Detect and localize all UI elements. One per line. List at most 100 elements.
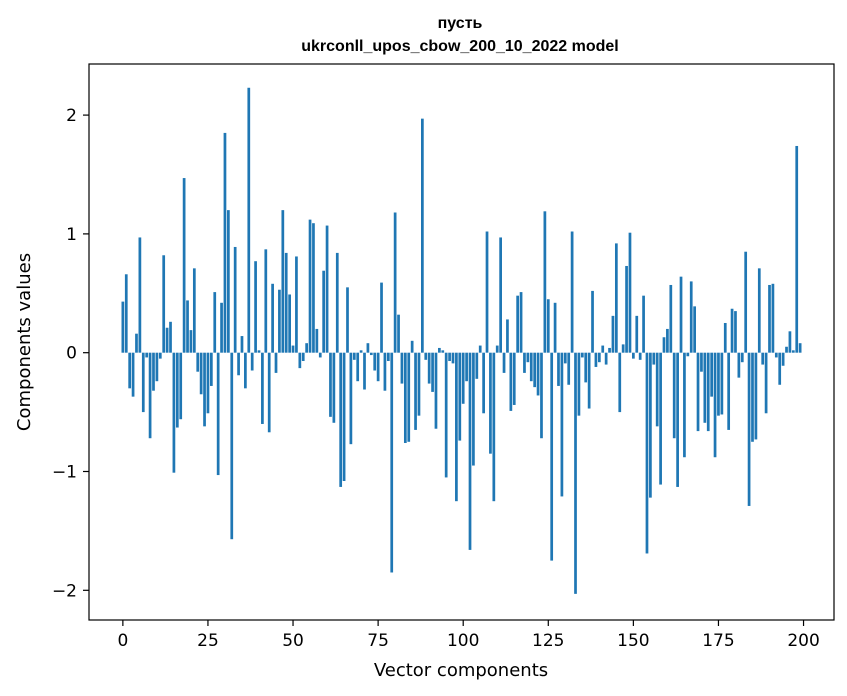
bar-87 — [417, 352, 421, 416]
bar-56 — [312, 223, 315, 353]
bar-16 — [175, 352, 179, 428]
bar-125 — [546, 299, 550, 353]
bar-80 — [393, 212, 397, 353]
y-tick-label-3: 1 — [66, 225, 77, 245]
bar-28 — [216, 352, 220, 476]
bar-181 — [737, 352, 741, 378]
bar-6 — [141, 352, 145, 413]
bar-102 — [468, 352, 472, 550]
bar-1 — [124, 274, 128, 353]
bar-92 — [434, 352, 438, 429]
bar-172 — [706, 352, 710, 432]
bar-171 — [703, 352, 707, 423]
bar-109 — [492, 352, 496, 502]
bar-117 — [519, 292, 523, 353]
bar-30 — [223, 132, 227, 353]
bar-46 — [278, 289, 281, 353]
bar-75 — [376, 352, 380, 382]
bar-153 — [642, 295, 645, 353]
bar-96 — [448, 352, 451, 362]
bar-100 — [461, 352, 465, 404]
bar-110 — [495, 345, 499, 353]
y-tick-label-0: −2 — [52, 581, 77, 601]
bar-112 — [502, 352, 506, 373]
bar-124 — [543, 211, 547, 353]
bar-17 — [179, 352, 183, 420]
x-tick-label-175: 175 — [702, 631, 734, 651]
bar-174 — [713, 352, 717, 458]
bar-72 — [366, 343, 370, 353]
bar-179 — [730, 308, 734, 353]
x-tick-label-50: 50 — [282, 631, 304, 651]
bar-191 — [771, 283, 775, 353]
bar-159 — [662, 337, 666, 353]
bar-2 — [128, 352, 132, 389]
bar-161 — [669, 284, 673, 353]
bar-120 — [529, 352, 533, 382]
x-axis-label: Vector components — [374, 660, 548, 681]
bar-116 — [516, 295, 520, 353]
bar-184 — [747, 352, 751, 506]
bar-196 — [788, 331, 792, 353]
bar-62 — [332, 352, 336, 423]
bar-182 — [740, 352, 744, 363]
bar-9 — [152, 352, 155, 391]
plot-frame — [88, 63, 835, 621]
bar-4 — [135, 333, 138, 353]
bar-160 — [666, 328, 669, 353]
bar-128 — [557, 352, 560, 386]
bar-168 — [693, 306, 696, 353]
bar-67 — [349, 352, 353, 445]
bar-44 — [271, 283, 274, 353]
bar-7 — [145, 352, 149, 358]
bar-197 — [791, 350, 795, 353]
bar-61 — [329, 352, 332, 417]
bar-69 — [356, 352, 360, 382]
bar-94 — [441, 350, 445, 353]
bars-group — [121, 87, 802, 594]
bar-119 — [526, 352, 530, 363]
bar-194 — [781, 352, 785, 366]
bar-193 — [778, 352, 782, 385]
bar-185 — [751, 352, 754, 442]
bar-107 — [485, 231, 489, 353]
bar-35 — [240, 336, 244, 353]
bar-29 — [220, 302, 223, 353]
bar-103 — [472, 352, 475, 466]
bar-59 — [322, 270, 326, 353]
bar-88 — [421, 118, 424, 353]
bar-3 — [131, 352, 135, 397]
bar-108 — [489, 352, 492, 454]
bar-115 — [512, 352, 516, 405]
bar-21 — [192, 268, 196, 353]
bar-45 — [274, 352, 278, 373]
bar-38 — [250, 352, 254, 371]
y-tick-label-1: −1 — [52, 462, 77, 482]
bar-43 — [267, 352, 271, 433]
bar-24 — [203, 352, 206, 427]
bar-0 — [121, 301, 125, 353]
bar-187 — [757, 268, 761, 353]
bar-22 — [196, 352, 200, 372]
bar-13 — [165, 327, 169, 353]
bar-158 — [659, 352, 662, 485]
bar-157 — [655, 352, 659, 427]
bar-50 — [291, 345, 295, 353]
bar-74 — [373, 352, 377, 371]
bar-140 — [597, 352, 601, 363]
bar-138 — [591, 290, 594, 353]
bar-198 — [795, 145, 799, 353]
bar-19 — [186, 300, 189, 353]
bar-81 — [397, 314, 400, 353]
x-tick-label-0: 0 — [117, 631, 128, 651]
bar-84 — [407, 352, 411, 442]
bar-141 — [601, 345, 605, 353]
x-tick-label-150: 150 — [617, 631, 649, 651]
bar-65 — [342, 352, 346, 481]
bar-143 — [608, 347, 611, 353]
bar-162 — [672, 352, 676, 439]
bar-111 — [499, 237, 502, 353]
bar-14 — [169, 321, 172, 353]
bar-101 — [465, 352, 468, 382]
